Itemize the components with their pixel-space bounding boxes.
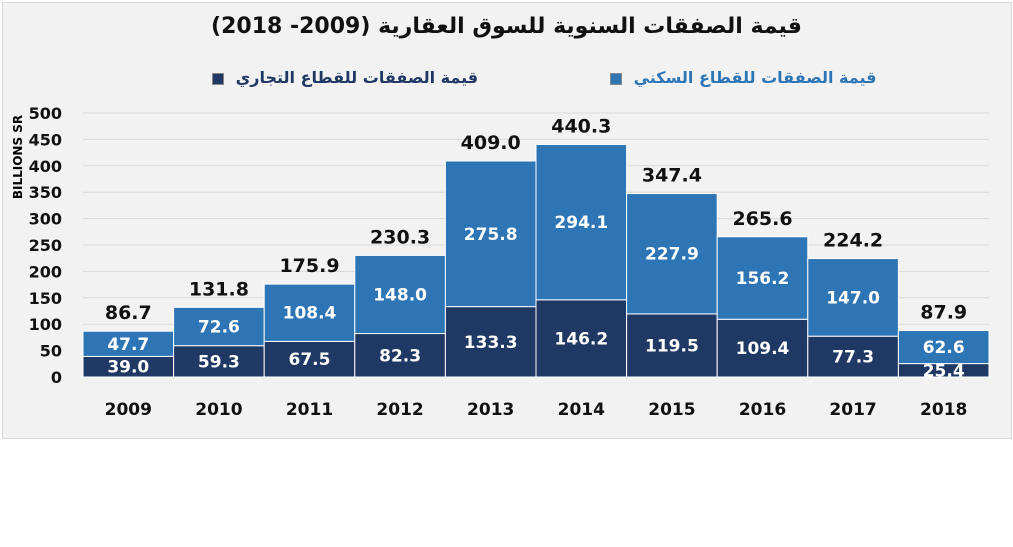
total-label: 175.9 (279, 255, 339, 277)
y-tick-label: 100 (29, 315, 62, 334)
legend-residential-swatch (610, 72, 622, 85)
y-tick-label: 400 (29, 157, 62, 176)
bar-value-label: 275.8 (464, 225, 518, 245)
legend-commercial-label: قيمة الصفقات للقطاع التجاري (235, 68, 479, 87)
bar-value-label: 294.1 (554, 213, 608, 233)
bar-commercial (626, 313, 718, 378)
x-tick-label: 2018 (920, 400, 967, 420)
chart-title: قيمة الصفقات السنوية للسوق العقارية (200… (211, 14, 802, 39)
total-label: 86.7 (105, 302, 152, 324)
bar-value-label: 108.4 (283, 304, 337, 324)
x-tick-label: 2011 (286, 400, 333, 420)
bar-value-label: 109.4 (736, 339, 790, 359)
y-tick-label: 150 (29, 289, 62, 308)
bar-residential (535, 144, 628, 301)
y-tick-label: 450 (29, 130, 62, 149)
bar-value-label: 72.6 (198, 318, 240, 338)
bar-commercial (716, 318, 809, 378)
legend-residential: قيمة الصفقات للقطاع السكني (610, 68, 876, 87)
legend-commercial: قيمة الصفقات للقطاع التجاري (212, 68, 478, 87)
bar-value-label: 156.2 (736, 269, 790, 289)
bar-commercial (807, 335, 899, 378)
bar-commercial (535, 299, 628, 378)
legend-commercial-swatch (212, 72, 224, 85)
total-label: 409.0 (461, 132, 521, 154)
x-tick-label: 2015 (648, 400, 695, 420)
y-tick-label: 0 (51, 368, 62, 387)
bar-value-label: 39.0 (107, 358, 149, 378)
bar-value-label: 146.2 (554, 329, 608, 349)
y-tick-label: 500 (29, 104, 62, 123)
legend-residential-label: قيمة الصفقات للقطاع السكني (633, 68, 877, 87)
bar-value-label: 25.4 (923, 361, 965, 381)
x-tick-label: 2013 (467, 400, 514, 420)
bar-residential (716, 236, 809, 320)
x-tick-label: 2017 (829, 400, 876, 420)
total-label: 87.9 (920, 302, 967, 324)
y-tick-label: 50 (40, 342, 62, 361)
bar-residential (82, 330, 175, 357)
bar-value-label: 82.3 (379, 346, 421, 366)
bar-residential (807, 258, 899, 337)
y-tick-label: 250 (29, 236, 62, 255)
total-label: 224.2 (823, 230, 883, 252)
y-tick-label: 350 (29, 183, 62, 202)
x-tick-label: 2016 (739, 400, 786, 420)
bar-value-label: 67.5 (289, 350, 331, 370)
total-label: 265.6 (732, 208, 792, 230)
bar-residential (626, 193, 718, 315)
x-tick-label: 2009 (105, 400, 152, 420)
bar-value-label: 147.0 (826, 288, 880, 308)
total-label: 440.3 (551, 116, 611, 138)
bar-residential (897, 330, 990, 365)
total-label: 131.8 (189, 278, 249, 300)
x-tick-label: 2014 (558, 400, 605, 420)
bar-value-label: 227.9 (645, 245, 699, 265)
bar-value-label: 119.5 (645, 336, 699, 356)
x-tick-label: 2010 (195, 400, 242, 420)
x-tick-label: 2012 (376, 400, 423, 420)
bar-value-label: 62.6 (923, 338, 965, 358)
y-tick-label: 200 (29, 262, 62, 281)
bar-residential (263, 283, 356, 342)
bar-value-label: 59.3 (198, 352, 240, 372)
y-tick-label: 300 (29, 210, 62, 229)
total-label: 347.4 (642, 165, 702, 187)
bar-value-label: 133.3 (464, 333, 518, 353)
bar-residential (173, 306, 265, 347)
bar-value-label: 77.3 (832, 348, 874, 368)
bar-value-label: 47.7 (107, 335, 149, 355)
bar-commercial (263, 340, 356, 378)
bar-value-label: 148.0 (373, 285, 427, 305)
total-label: 230.3 (370, 226, 430, 248)
